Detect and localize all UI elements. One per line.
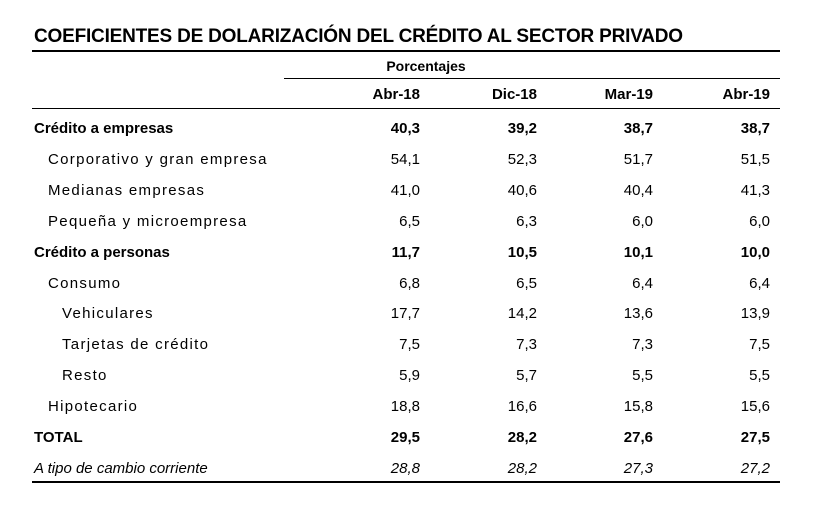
header-rule — [32, 108, 780, 109]
table-cell: 40,4 — [623, 181, 653, 199]
table-cell: 39,2 — [507, 120, 537, 137]
table-cell: 41,0 — [390, 181, 420, 199]
table-cell: 6,0 — [632, 212, 653, 230]
table-cell: 7,5 — [399, 336, 420, 354]
table-cell: 5,5 — [632, 367, 653, 385]
table-cell: 28,2 — [507, 459, 537, 477]
table-row: Vehiculares 17,7 14,2 13,6 13,9 — [32, 299, 780, 329]
row-label: Tarjetas de crédito — [62, 336, 210, 354]
table-cell: 40,6 — [507, 181, 537, 199]
table-cell: 38,7 — [740, 120, 770, 137]
units-label: Porcentajes — [284, 58, 564, 74]
row-label: Medianas empresas — [48, 181, 206, 199]
row-label: A tipo de cambio corriente — [34, 459, 208, 477]
table-cell: 6,4 — [749, 274, 770, 292]
bottom-rule — [32, 481, 780, 483]
table-cell: 5,9 — [399, 367, 420, 385]
table-cell: 7,3 — [632, 336, 653, 354]
table-cell: 11,7 — [391, 243, 420, 261]
table-cell: 6,8 — [399, 274, 420, 292]
table-cell: 28,2 — [507, 429, 537, 446]
column-header-dic-18: Dic-18 — [491, 86, 537, 103]
table-cell: 5,7 — [516, 367, 537, 385]
row-label: Corporativo y gran empresa — [48, 150, 268, 168]
table-cell: 6,0 — [749, 212, 770, 230]
table-cell: 6,4 — [632, 274, 653, 292]
table-cell: 27,6 — [623, 429, 653, 446]
table-row: Crédito a personas 11,7 10,5 10,1 10,0 — [32, 238, 780, 268]
table-cell: 13,6 — [623, 305, 653, 323]
table-cell: 15,6 — [740, 398, 770, 416]
table-cell: 10,5 — [507, 243, 537, 261]
table-row: Resto 5,9 5,7 5,5 5,5 — [32, 361, 780, 391]
table-row: Hipotecario 18,8 16,6 15,8 15,6 — [32, 392, 780, 422]
row-label: Hipotecario — [48, 398, 139, 416]
row-label: Resto — [62, 367, 108, 385]
table-row: Medianas empresas 41,0 40,6 40,4 41,3 — [32, 176, 780, 206]
table-cell: 10,1 — [623, 243, 653, 261]
table-row: Tarjetas de crédito 7,5 7,3 7,3 7,5 — [32, 330, 780, 360]
table-cell: 5,5 — [749, 367, 770, 385]
row-label: TOTAL — [34, 429, 83, 446]
table-cell: 18,8 — [390, 398, 420, 416]
row-label: Crédito a personas — [34, 243, 170, 261]
table-cell: 16,6 — [507, 398, 537, 416]
table-cell: 54,1 — [390, 150, 420, 168]
table-cell: 28,8 — [390, 459, 420, 477]
table-row: Consumo 6,8 6,5 6,4 6,4 — [32, 269, 780, 299]
column-header-abr-18: Abr-18 — [372, 86, 420, 103]
top-rule — [32, 50, 780, 52]
table-cell: 51,7 — [623, 150, 653, 168]
table-cell: 27,5 — [740, 429, 770, 446]
table-cell: 7,5 — [749, 336, 770, 354]
units-text: Porcentajes — [386, 58, 466, 74]
table-row: Corporativo y gran empresa 54,1 52,3 51,7 51… — [32, 145, 780, 175]
table-row: Pequeña y microempresa 6,5 6,3 6,0 6,0 — [32, 207, 780, 237]
table-cell: 38,7 — [623, 120, 653, 137]
table-cell: 14,2 — [507, 305, 537, 323]
table-cell: 7,3 — [516, 336, 537, 354]
column-header-abr-19: Abr-19 — [722, 86, 770, 103]
table-cell: 15,8 — [623, 398, 653, 416]
table-cell: 29,5 — [390, 429, 420, 446]
row-label: Consumo — [48, 274, 122, 292]
column-header-mar-19: Mar-19 — [604, 86, 653, 103]
table-cell: 27,3 — [623, 459, 653, 477]
row-label: Pequeña y microempresa — [48, 212, 248, 230]
table-cell: 27,2 — [740, 459, 770, 477]
table-cell: 6,5 — [399, 212, 420, 230]
row-label: Vehiculares — [62, 305, 154, 323]
row-label: Crédito a empresas — [34, 120, 174, 137]
table-cell: 52,3 — [507, 150, 537, 168]
units-rule — [284, 78, 780, 79]
table-cell: 13,9 — [740, 305, 770, 323]
table-cell: 40,3 — [390, 120, 420, 137]
table-row: Crédito a empresas 40,3 39,2 38,7 38,7 — [32, 114, 780, 144]
table-cell: 6,3 — [516, 212, 537, 230]
table-cell: 51,5 — [740, 150, 770, 168]
table-title: COEFICIENTES DE DOLARIZACIÓN DEL CRÉDITO… — [34, 26, 683, 47]
table-row: A tipo de cambio corriente 28,8 28,2 27,3 27… — [32, 454, 780, 484]
table-row: TOTAL 29,5 28,2 27,6 27,5 — [32, 423, 780, 453]
table-cell: 10,0 — [740, 243, 770, 261]
table-cell: 41,3 — [740, 181, 770, 199]
table-cell: 6,5 — [516, 274, 537, 292]
table-cell: 17,7 — [390, 305, 420, 323]
